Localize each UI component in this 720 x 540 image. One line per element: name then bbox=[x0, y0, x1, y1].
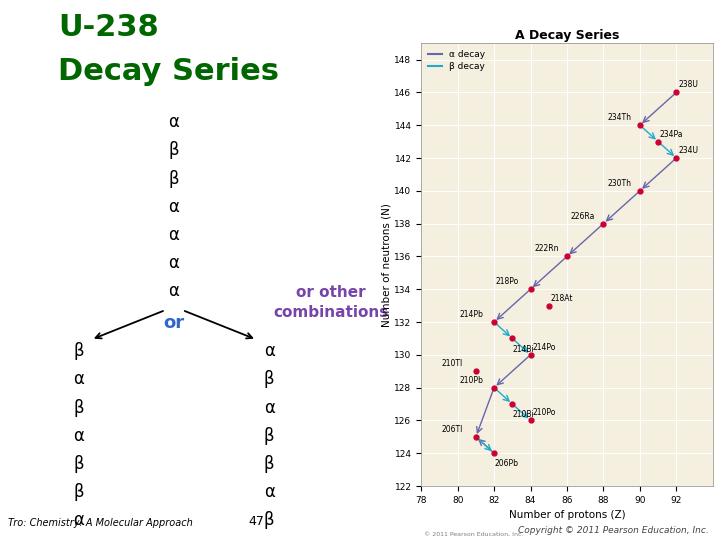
Text: 210Po: 210Po bbox=[532, 408, 556, 417]
Text: β: β bbox=[264, 370, 274, 388]
Text: 206Tl: 206Tl bbox=[441, 425, 463, 434]
Text: 218Po: 218Po bbox=[496, 277, 519, 286]
Text: α: α bbox=[168, 113, 179, 131]
Text: 210Pb: 210Pb bbox=[459, 376, 483, 384]
Text: 218At: 218At bbox=[551, 294, 573, 303]
Text: 226Ra: 226Ra bbox=[571, 212, 595, 221]
X-axis label: Number of protons (Z): Number of protons (Z) bbox=[509, 510, 625, 520]
Text: α: α bbox=[168, 254, 179, 272]
Text: or other
combinations: or other combinations bbox=[274, 285, 389, 320]
Text: 234Pa: 234Pa bbox=[660, 130, 683, 139]
Text: β: β bbox=[73, 483, 84, 501]
Text: α: α bbox=[73, 427, 84, 444]
Text: α: α bbox=[73, 370, 84, 388]
Text: Decay Series: Decay Series bbox=[58, 57, 279, 86]
Text: or: or bbox=[163, 314, 184, 333]
Text: 214Bi: 214Bi bbox=[513, 345, 534, 354]
Text: 214Po: 214Po bbox=[532, 343, 556, 352]
Text: 234U: 234U bbox=[678, 146, 698, 155]
Text: 230Th: 230Th bbox=[607, 179, 631, 188]
Text: β: β bbox=[73, 399, 84, 416]
Y-axis label: Number of neutrons (N): Number of neutrons (N) bbox=[382, 202, 392, 327]
Text: 47: 47 bbox=[248, 515, 265, 528]
Text: 210Tl: 210Tl bbox=[441, 359, 462, 368]
Text: 238U: 238U bbox=[678, 80, 698, 90]
Text: α: α bbox=[264, 483, 274, 501]
Text: β: β bbox=[264, 427, 274, 444]
Text: 206Pb: 206Pb bbox=[494, 460, 518, 468]
Text: α: α bbox=[264, 399, 274, 416]
Text: 210Bi: 210Bi bbox=[513, 410, 534, 419]
Text: 234Th: 234Th bbox=[607, 113, 631, 122]
Text: U-238: U-238 bbox=[58, 14, 158, 43]
Text: Tro: Chemistry: A Molecular Approach: Tro: Chemistry: A Molecular Approach bbox=[9, 518, 193, 528]
Text: α: α bbox=[168, 226, 179, 244]
Text: © 2011 Pearson Education, Inc.: © 2011 Pearson Education, Inc. bbox=[424, 532, 523, 537]
Text: α: α bbox=[168, 282, 179, 300]
Text: β: β bbox=[73, 342, 84, 360]
Text: α: α bbox=[264, 342, 274, 360]
Text: β: β bbox=[264, 455, 274, 472]
Text: α: α bbox=[73, 511, 84, 529]
Text: 214Pb: 214Pb bbox=[459, 310, 483, 319]
Text: Copyright © 2011 Pearson Education, Inc.: Copyright © 2011 Pearson Education, Inc. bbox=[518, 525, 709, 535]
Text: α: α bbox=[168, 198, 179, 215]
Text: β: β bbox=[264, 511, 274, 529]
Text: β: β bbox=[73, 455, 84, 472]
Text: β: β bbox=[168, 170, 179, 187]
Title: A Decay Series: A Decay Series bbox=[515, 29, 619, 42]
Text: 222Rn: 222Rn bbox=[534, 245, 559, 253]
Text: β: β bbox=[168, 141, 179, 159]
Legend: α decay, β decay: α decay, β decay bbox=[426, 48, 488, 74]
